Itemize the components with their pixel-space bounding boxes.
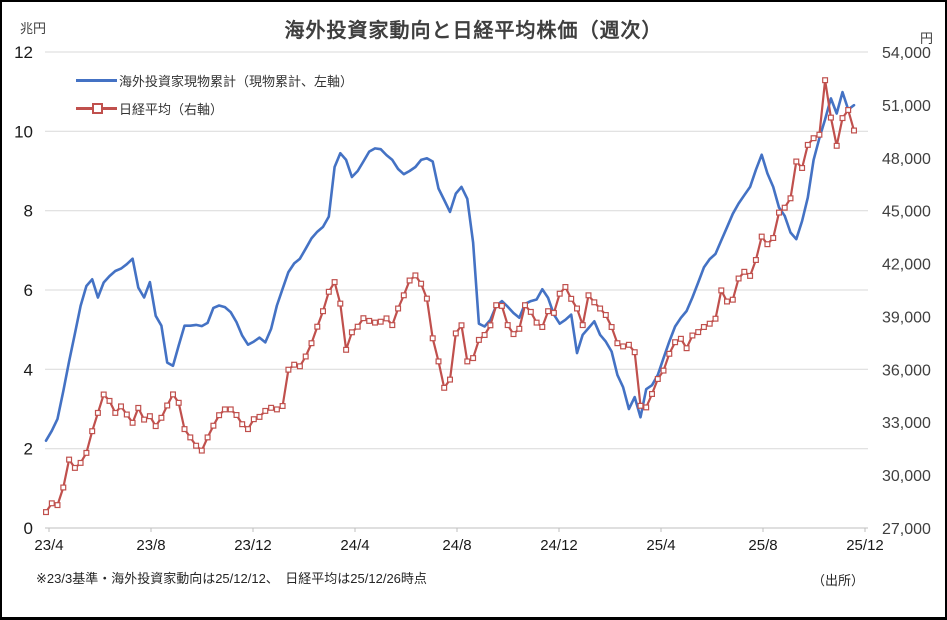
nikkei-line: [44, 79, 856, 514]
left-axis-unit-label: 兆円: [20, 21, 47, 36]
chart-title: 海外投資家動向と日経平均株価（週次）: [284, 20, 663, 42]
right-tick-51,000: 51,000: [882, 98, 931, 115]
right-tick-27,000: 27,000: [882, 521, 931, 538]
nikkei-marker-icon: [92, 103, 103, 114]
x-tick-23/8: 23/8: [136, 537, 165, 554]
legend-item-foreign: 海外投資家現物累計（現物累計、左軸）: [76, 66, 353, 94]
x-tick-23/4: 23/4: [34, 537, 63, 554]
right-tick-54,000: 54,000: [882, 45, 931, 62]
right-tick-42,000: 42,000: [882, 257, 931, 274]
nikkei-markers: [42, 77, 857, 516]
right-tick-33,000: 33,000: [882, 415, 931, 432]
left-axis-tick-labels: 12 10 8 6 4 2 0: [14, 43, 33, 538]
x-tick-24/12: 24/12: [540, 537, 578, 554]
left-tick-10: 10: [14, 122, 33, 141]
x-tick-25/4: 25/4: [646, 537, 675, 554]
footnote: ※23/3基準・海外投資家動向は25/12/12、 日経平均は25/12/26時…: [36, 571, 427, 586]
right-tick-36,000: 36,000: [882, 362, 931, 379]
right-axis-tick-labels: 54,000 51,000 48,000 45,000 42,000 39,000 36,0…: [882, 45, 931, 538]
x-tick-23/12: 23/12: [234, 537, 272, 554]
legend: 海外投資家現物累計（現物累計、左軸） 日経平均（右軸）: [76, 66, 353, 122]
right-axis-unit-label: 円: [919, 31, 933, 46]
source-label: （出所）: [812, 573, 865, 588]
legend-label-nikkei: 日経平均（右軸）: [119, 101, 224, 117]
x-axis-ticks: [48, 528, 866, 532]
right-tick-45,000: 45,000: [882, 204, 931, 221]
left-tick-8: 8: [24, 202, 33, 221]
x-tick-25/8: 25/8: [748, 537, 777, 554]
foreign-line-swatch: [76, 73, 117, 87]
gridlines: [45, 51, 868, 529]
left-tick-12: 12: [14, 43, 33, 62]
nikkei-line-swatch: [76, 101, 117, 115]
right-tick-39,000: 39,000: [882, 309, 931, 326]
left-tick-4: 4: [24, 360, 33, 379]
foreign-investors-line: [44, 90, 856, 443]
legend-label-foreign: 海外投資家現物累計（現物累計、左軸）: [119, 73, 354, 89]
left-tick-6: 6: [24, 281, 33, 300]
x-tick-24/8: 24/8: [442, 537, 471, 554]
right-tick-30,000: 30,000: [882, 468, 931, 485]
left-tick-0: 0: [24, 519, 33, 538]
x-tick-24/4: 24/4: [340, 537, 369, 554]
x-axis-tick-labels: 23/4 23/8 23/12 24/4 24/8 24/12 25/4 25/8 25/12: [34, 537, 883, 554]
legend-item-nikkei: 日経平均（右軸）: [76, 94, 353, 122]
right-tick-48,000: 48,000: [882, 151, 931, 168]
x-tick-25/12: 25/12: [846, 537, 884, 554]
left-tick-2: 2: [24, 440, 33, 459]
